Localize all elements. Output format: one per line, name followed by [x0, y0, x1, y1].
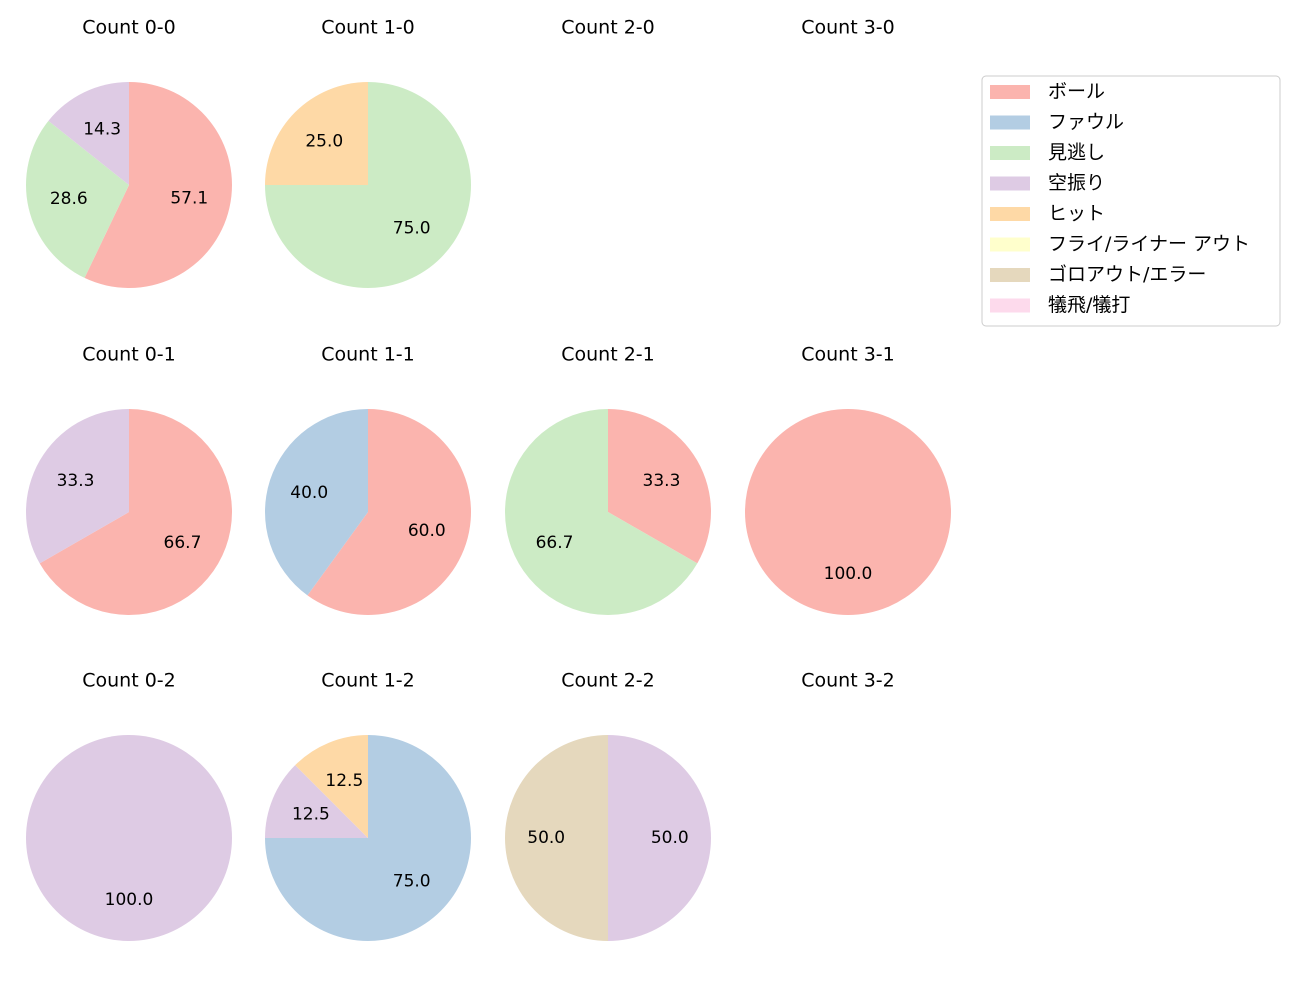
legend-frame — [981, 75, 1281, 327]
value-label: 75.0 — [393, 219, 431, 239]
pie-wedge — [265, 409, 368, 596]
pie-wedge — [608, 735, 711, 941]
pie-wedge — [265, 765, 368, 838]
chart-title: Count 1-0 — [321, 17, 415, 39]
value-label: 50.0 — [527, 828, 565, 848]
value-label: 57.1 — [170, 189, 208, 209]
value-label: 50.0 — [651, 828, 689, 848]
pie-chart: Count 1-1 60.0 40.0 — [265, 344, 472, 616]
pie-wedge — [39, 409, 233, 615]
pie-wedge — [84, 82, 232, 288]
pie-wedge — [745, 409, 951, 615]
pie-chart: Count 1-2 75.0 12.5 12.5 — [265, 670, 471, 941]
value-label: 75.0 — [393, 872, 431, 892]
legend-swatch — [990, 115, 1030, 130]
pie-chart: Count 0-1 66.7 33.3 — [25, 344, 233, 615]
chart-title: Count 3-2 — [801, 670, 895, 692]
pie-chart: Count 3-1 100.0 — [745, 344, 951, 615]
value-label: 60.0 — [408, 521, 446, 541]
legend-swatch — [990, 237, 1030, 252]
pie-wedge — [26, 735, 232, 941]
chart-title: Count 2-2 — [561, 670, 655, 692]
pie-chart: Count 0-0 57.1 28.6 14.3 — [26, 17, 232, 288]
value-label: 100.0 — [824, 564, 873, 584]
pie-wedge — [265, 82, 368, 185]
value-label: 40.0 — [290, 483, 328, 503]
value-label: 12.5 — [325, 771, 363, 791]
legend-swatch — [990, 85, 1030, 99]
pie-chart: Count 2-1 33.3 66.7 — [504, 344, 711, 615]
pie-chart: Count 1-0 75.0 25.0 — [265, 17, 471, 288]
pie-chart: Count 3-2 — [801, 670, 895, 692]
chart-title: Count 0-2 — [82, 670, 176, 692]
value-label: 25.0 — [305, 131, 343, 151]
pie-chart: Count 2-0 — [561, 17, 655, 39]
legend-swatch — [990, 146, 1030, 160]
value-label: 33.3 — [643, 471, 681, 491]
legend-swatch — [990, 207, 1030, 221]
legend-label: ファウル — [1048, 111, 1124, 133]
pie-wedge — [307, 409, 472, 616]
chart-title: Count 0-1 — [82, 344, 176, 366]
pie-wedge — [25, 409, 129, 564]
value-label: 14.3 — [83, 119, 121, 139]
pie-chart: Count 2-2 50.0 50.0 — [505, 670, 711, 941]
pie-wedge — [505, 735, 608, 941]
pie-wedge — [504, 409, 698, 615]
pie-wedge — [608, 409, 711, 564]
legend-label: 空振り — [1048, 172, 1105, 194]
chart-title: Count 1-2 — [321, 670, 415, 692]
legend-label: 見逃し — [1048, 142, 1105, 164]
pie-chart: Count 0-2 100.0 — [26, 670, 232, 941]
legend-swatch — [990, 176, 1030, 191]
chart-title: Count 3-0 — [801, 17, 895, 39]
legend-label: ヒット — [1048, 203, 1105, 225]
value-label: 33.3 — [57, 471, 95, 491]
pie-wedge — [48, 82, 130, 185]
legend-swatch — [990, 298, 1030, 313]
value-label: 66.7 — [536, 533, 574, 553]
legend-label: ゴロアウト/エラー — [1048, 264, 1206, 286]
legend-swatch — [990, 268, 1030, 282]
legend-label: 犠飛/犠打 — [1048, 294, 1130, 316]
chart-title: Count 0-0 — [82, 17, 176, 39]
chart-title: Count 3-1 — [801, 344, 895, 366]
chart-title: Count 1-1 — [321, 344, 415, 366]
chart-title: Count 2-0 — [561, 17, 655, 39]
value-label: 100.0 — [105, 890, 154, 910]
pie-wedge — [26, 120, 129, 278]
value-label: 28.6 — [50, 189, 88, 209]
legend-label: フライ/ライナー アウト — [1048, 233, 1250, 255]
value-label: 66.7 — [164, 533, 202, 553]
value-label: 12.5 — [292, 804, 330, 824]
pie-wedge — [295, 735, 368, 838]
legend-label: ボール — [1048, 81, 1105, 103]
chart-title: Count 2-1 — [561, 344, 655, 366]
pie-chart: Count 3-0 — [801, 17, 895, 39]
